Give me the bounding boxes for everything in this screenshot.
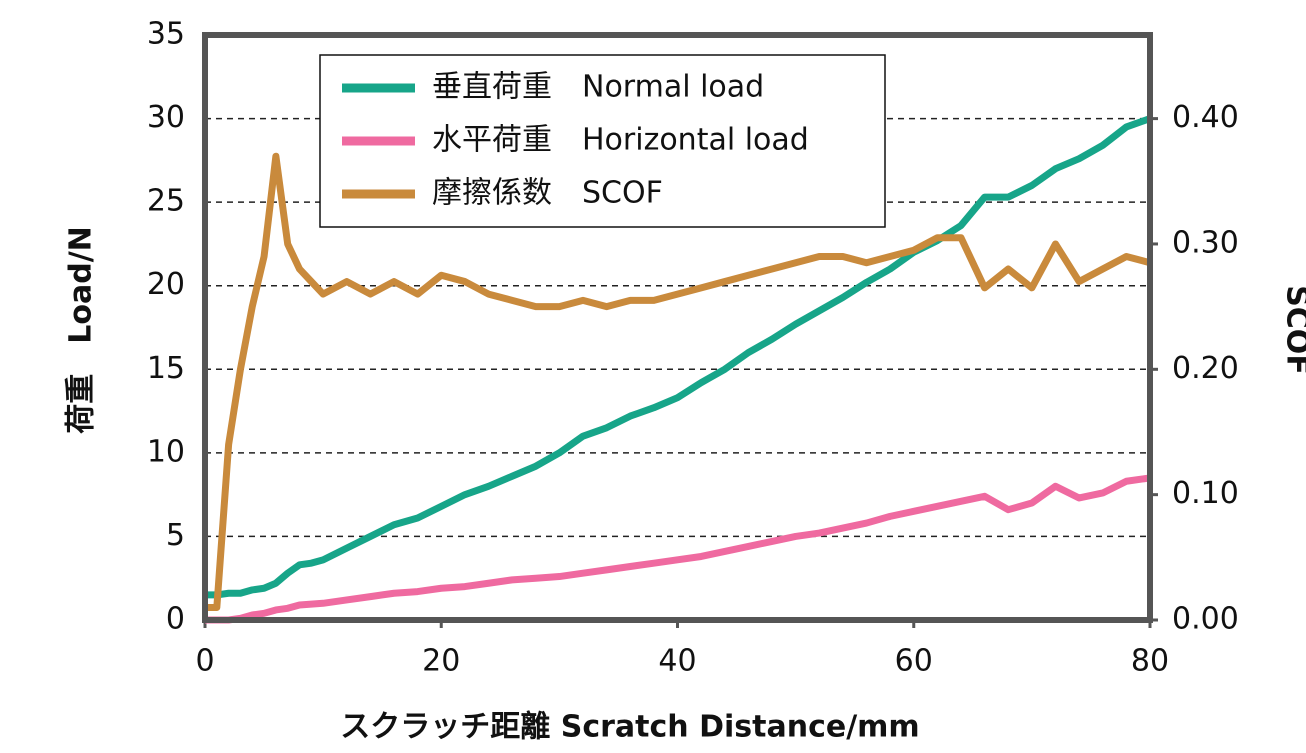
y-tick-label: 30 [147,100,185,135]
series-line [205,152,1151,611]
y-tick-label: 10 [147,434,185,469]
y-tick-label: 15 [147,351,185,386]
legend-label: 摩擦係数 SCOF [432,176,663,211]
y2-tick-label: 0.40 [1172,100,1239,135]
legend-label: 垂直荷重 Normal load [432,70,764,105]
y2-axis-label: SCOF [1280,285,1306,375]
series-line [205,474,1151,624]
x-tick-label: 40 [658,644,696,679]
series-line [205,115,1152,599]
x-tick-label: 60 [895,644,933,679]
y2-tick-label: 0.20 [1172,351,1239,386]
x-axis-label: スクラッチ距離 Scratch Distance/mm [340,710,919,745]
plot-frame [202,32,1153,623]
x-tick-label: 80 [1131,644,1169,679]
y2-tick-label: 0.00 [1172,602,1239,637]
y-axis-label: 荷重 Load/N [64,226,99,434]
y-tick-label: 5 [166,518,185,553]
y2-tick-label: 0.10 [1172,476,1239,511]
y-tick-label: 35 [147,17,185,52]
x-tick-label: 0 [195,644,214,679]
y-tick-label: 25 [147,184,185,219]
y-tick-label: 20 [147,267,185,302]
y-tick-label: 0 [166,602,185,637]
y2-tick-label: 0.30 [1172,225,1239,260]
x-tick-label: 20 [422,644,460,679]
legend-label: 水平荷重 Horizontal load [432,123,809,158]
